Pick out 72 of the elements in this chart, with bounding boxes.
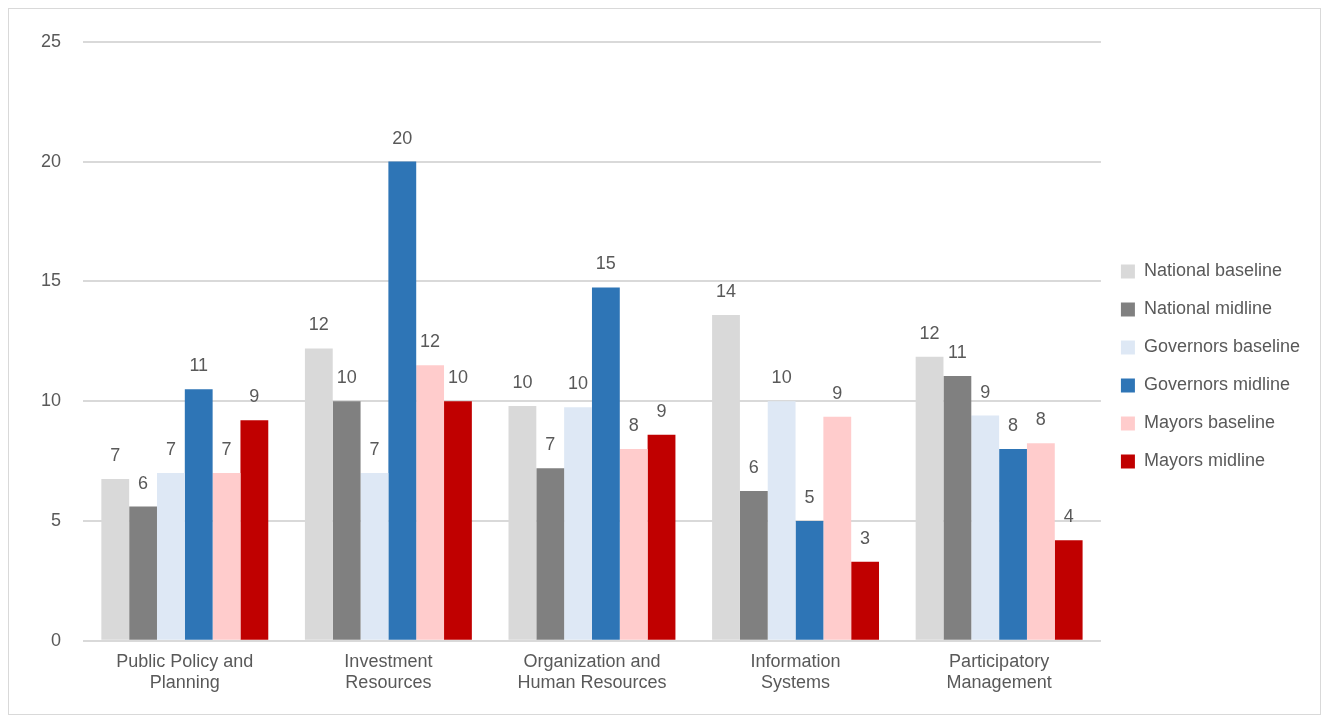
data-label: 15 xyxy=(595,253,616,274)
data-label: 7 xyxy=(545,434,556,455)
data-label: 7 xyxy=(369,439,380,460)
data-label: 12 xyxy=(420,331,441,352)
data-label: 8 xyxy=(628,415,639,436)
y-tick-label: 15 xyxy=(40,270,62,291)
data-label: 6 xyxy=(138,472,149,493)
bar xyxy=(388,161,417,640)
bar xyxy=(647,434,676,640)
bar xyxy=(619,449,648,640)
bar xyxy=(212,473,241,640)
bar xyxy=(444,401,472,640)
data-label: 6 xyxy=(748,457,759,478)
legend-label: Governors midline xyxy=(1143,374,1290,395)
x-tick-label: Public Policy and Planning xyxy=(116,650,254,693)
legend-label: National midline xyxy=(1143,298,1272,319)
bar xyxy=(360,473,389,640)
data-label: 7 xyxy=(165,439,176,460)
bar xyxy=(739,491,768,640)
data-label: 11 xyxy=(948,342,967,363)
bar xyxy=(767,401,796,640)
bar xyxy=(564,407,592,640)
data-label: 9 xyxy=(249,386,260,407)
bar xyxy=(823,416,852,640)
data-label: 9 xyxy=(980,381,991,402)
bar xyxy=(1054,540,1083,640)
bar xyxy=(156,473,185,640)
data-label: 7 xyxy=(110,445,121,466)
bar xyxy=(1026,443,1055,640)
data-label: 8 xyxy=(1008,415,1019,436)
bar xyxy=(240,420,269,640)
legend-label: Mayors baseline xyxy=(1143,412,1275,433)
data-label: 14 xyxy=(715,280,737,301)
data-label: 10 xyxy=(771,367,792,388)
data-label: 10 xyxy=(512,371,533,392)
y-tick-label: 20 xyxy=(40,150,62,171)
x-tick-label: Participatory Management xyxy=(946,650,1052,693)
data-label: 4 xyxy=(1063,506,1074,527)
bar xyxy=(332,401,361,640)
data-label: 10 xyxy=(336,367,357,388)
bar xyxy=(795,521,824,640)
bar xyxy=(416,365,445,640)
data-label: 5 xyxy=(804,486,815,507)
bar xyxy=(851,561,880,640)
data-label: 8 xyxy=(1035,409,1046,430)
data-label: 20 xyxy=(392,127,413,148)
data-label: 7 xyxy=(221,439,232,460)
bar xyxy=(129,506,157,640)
data-label: 9 xyxy=(656,400,667,421)
x-tick-label: Organization and Human Resources xyxy=(517,650,667,693)
bar xyxy=(999,449,1027,640)
data-label: 9 xyxy=(832,382,843,403)
y-tick-label: 25 xyxy=(40,30,62,51)
data-label: 3 xyxy=(860,527,871,548)
y-tick-label: 10 xyxy=(40,390,62,411)
x-tick-label: Investment Resources xyxy=(344,650,433,693)
legend-label: Governors baseline xyxy=(1143,336,1301,357)
x-tick-label: Information Systems xyxy=(750,650,841,693)
y-tick-label: 0 xyxy=(51,629,62,650)
bar xyxy=(536,468,565,640)
legend-label: National baseline xyxy=(1143,260,1283,281)
data-label: 10 xyxy=(568,373,589,394)
data-label: 10 xyxy=(447,367,468,388)
data-label: 12 xyxy=(919,322,940,343)
bar xyxy=(184,389,213,640)
bar xyxy=(591,287,620,640)
y-tick-label: 5 xyxy=(51,509,62,530)
data-label: 11 xyxy=(189,355,209,376)
data-label: 12 xyxy=(308,314,329,335)
legend-label: Mayors midline xyxy=(1143,450,1265,471)
bar xyxy=(971,415,1000,640)
bar xyxy=(943,376,972,640)
